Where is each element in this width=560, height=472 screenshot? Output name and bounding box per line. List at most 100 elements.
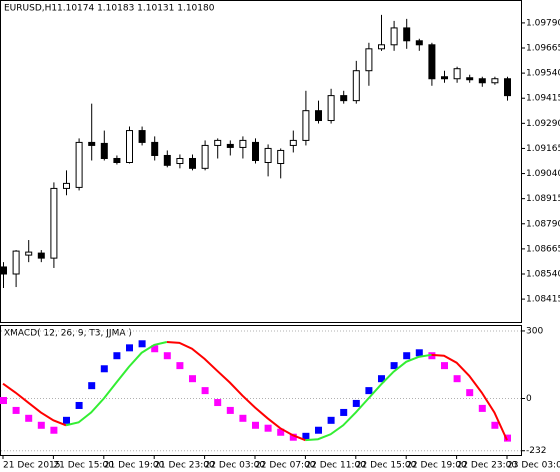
histogram-dot xyxy=(239,414,247,422)
x-tick-label: 21 Dec 23:00 xyxy=(154,461,215,471)
histogram-dot xyxy=(403,352,411,360)
histogram-dot xyxy=(315,426,322,434)
y-tick-label: -232 xyxy=(526,446,546,456)
y-tick-label: 1.09415 xyxy=(526,94,560,104)
histogram-dot xyxy=(504,434,511,442)
indicator-pane xyxy=(0,325,522,456)
candle-body xyxy=(428,44,436,80)
histogram-dot xyxy=(163,352,171,360)
y-tick-label: 1.09040 xyxy=(526,169,560,179)
x-tick-label: 22 Dec 03:00 xyxy=(205,461,266,471)
y-tick-label: 1.08915 xyxy=(526,194,560,204)
x-tick-label: 21 Dec 2015 xyxy=(3,461,61,471)
y-tick-label: 1.09790 xyxy=(526,18,560,28)
signal-line xyxy=(65,341,168,427)
candle-body xyxy=(466,77,474,81)
histogram-dot xyxy=(441,362,448,370)
y-tick-label: 1.09665 xyxy=(526,44,560,54)
histogram-dot xyxy=(63,416,70,424)
histogram-dot xyxy=(491,421,499,429)
candle-body xyxy=(100,142,108,159)
candle-body xyxy=(403,27,411,42)
candle-body xyxy=(478,78,486,84)
candle-body xyxy=(138,130,146,143)
x-tick-label: 22 Dec 23:00 xyxy=(457,461,518,471)
y-tick-label: 1.09165 xyxy=(526,144,560,154)
x-tick-label: 21 Dec 19:00 xyxy=(104,461,165,471)
candle-body xyxy=(378,44,385,50)
candle-body xyxy=(327,95,335,122)
histogram-dot xyxy=(264,424,272,432)
signal-line xyxy=(431,353,508,441)
candle-body xyxy=(189,157,196,169)
histogram-dot xyxy=(327,416,335,424)
candle-body xyxy=(37,252,45,259)
candle-body xyxy=(441,76,448,80)
candle-body xyxy=(491,78,499,84)
candle-body xyxy=(113,157,121,164)
histogram-dot xyxy=(25,414,33,422)
candle-body xyxy=(315,110,322,122)
candle-body xyxy=(126,130,133,164)
y-tick-label: 1.09540 xyxy=(526,69,560,79)
histogram-dot xyxy=(226,406,234,414)
histogram-dot xyxy=(277,428,285,436)
histogram-dot xyxy=(289,433,297,441)
x-tick-label: 22 Dec 15:00 xyxy=(356,461,417,471)
histogram-dot xyxy=(252,421,259,429)
histogram-dot xyxy=(37,421,45,429)
histogram-dot xyxy=(0,397,7,405)
price-pane xyxy=(0,0,522,323)
histogram-dot xyxy=(378,375,385,383)
candle-body xyxy=(151,141,159,156)
y-tick-label: 1.08790 xyxy=(526,219,560,229)
candle-body xyxy=(289,139,297,146)
histogram-dot xyxy=(113,352,121,360)
candle-body xyxy=(365,48,373,72)
candle-body xyxy=(88,141,96,146)
y-tick-label: 1.08540 xyxy=(526,269,560,279)
candle-body xyxy=(352,70,360,102)
candle-body xyxy=(201,144,209,169)
indicator-title: XMACD( 12, 26, 9, T3, JJMA ) xyxy=(4,329,132,339)
y-tick-label: 1.09290 xyxy=(526,119,560,129)
histogram-dot xyxy=(466,389,474,397)
histogram-dot xyxy=(201,387,209,395)
candle-body xyxy=(25,251,33,256)
y-tick-label: 1.08415 xyxy=(526,295,560,305)
histogram-dot xyxy=(390,362,398,370)
candle-body xyxy=(415,40,423,46)
candle-body xyxy=(214,139,222,146)
y-tick-label: 1.08665 xyxy=(526,244,560,254)
y-tick-label: 0 xyxy=(526,394,532,404)
candle-body xyxy=(340,95,348,102)
candle-body xyxy=(252,141,259,161)
chart-subtitle: 1.10174 1.10183 1.10131 1.10180 xyxy=(57,4,215,14)
x-tick-label: 22 Dec 11:00 xyxy=(305,461,366,471)
histogram-dot xyxy=(50,426,58,434)
candle-body xyxy=(12,250,20,275)
candle-body xyxy=(176,157,184,165)
x-tick-label: 21 Dec 15:00 xyxy=(53,461,114,471)
histogram-dot xyxy=(12,406,20,414)
candle-body xyxy=(453,68,461,80)
candle-body xyxy=(0,266,7,275)
histogram-dot xyxy=(365,387,373,395)
candle-body xyxy=(163,154,171,166)
histogram-dot xyxy=(75,401,83,409)
histogram-dot xyxy=(415,349,423,357)
histogram-dot xyxy=(189,375,196,383)
candle-body xyxy=(50,187,58,259)
x-tick-label: 22 Dec 07:00 xyxy=(255,461,316,471)
candle-body xyxy=(226,143,234,148)
x-tick-label: 22 Dec 19:00 xyxy=(406,461,467,471)
histogram-dot xyxy=(100,365,108,373)
histogram-dot xyxy=(151,345,159,353)
candle-body xyxy=(264,147,272,164)
signal-line xyxy=(166,340,306,442)
chart-title: EURUSD,H1 xyxy=(4,4,57,14)
candle-body xyxy=(277,149,285,165)
candle-body xyxy=(504,78,511,97)
